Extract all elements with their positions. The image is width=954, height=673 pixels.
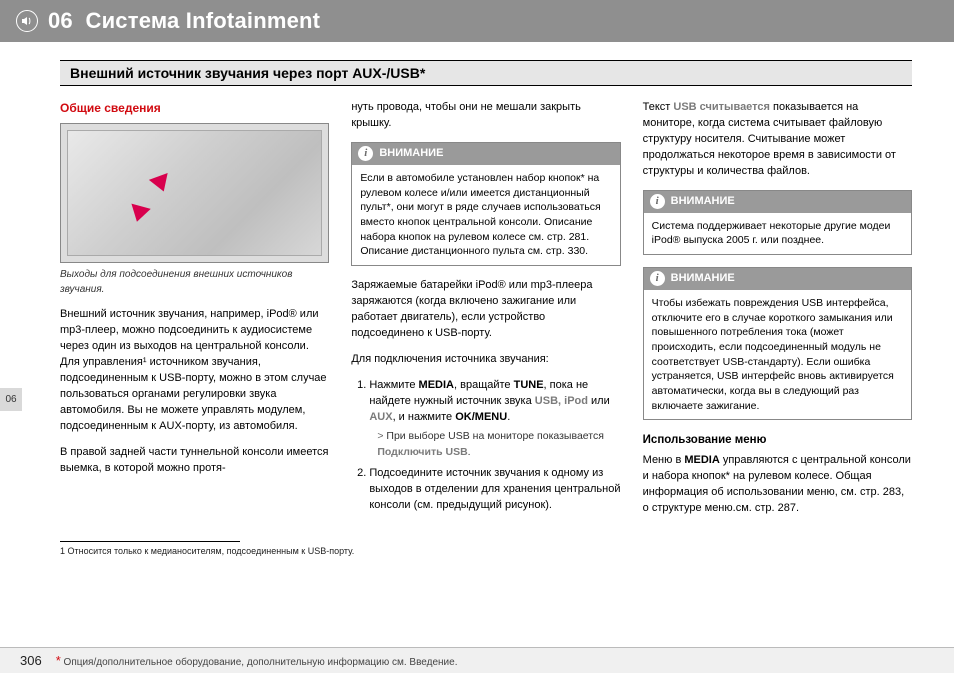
figure-caption: Выходы для подсоединения внешних источни… [60, 268, 329, 297]
info-icon: i [650, 194, 665, 209]
column-3: Текст USB считывается показывается на мо… [643, 100, 912, 527]
notice-box: i ВНИМАНИЕ Если в автомобиле установлен … [351, 142, 620, 266]
chapter-title: 06 Система Infotainment [48, 8, 320, 34]
page-footer: 306 * Опция/дополнительное оборудование,… [0, 647, 954, 673]
paragraph: Меню в MEDIA управляются с центральной к… [643, 453, 912, 517]
notice-box: i ВНИМАНИЕ Чтобы избежать повреждения US… [643, 267, 912, 420]
page-header: 06 Система Infotainment [0, 0, 954, 42]
list-item: Нажмите MEDIA, вращайте TUNE, пока не на… [369, 378, 620, 460]
notice-box: i ВНИМАНИЕ Система поддерживает некоторы… [643, 190, 912, 255]
content-area: Внешний источник звучания через порт AUX… [0, 42, 954, 556]
steps-list: Нажмите MEDIA, вращайте TUNE, пока не на… [351, 378, 620, 514]
notice-head: i ВНИМАНИЕ [352, 143, 619, 165]
column-1: Общие сведения Выходы для подсоединения … [60, 100, 329, 527]
paragraph: нуть провода, чтобы они не мешали закрыт… [351, 100, 620, 132]
notice-title: ВНИМАНИЕ [671, 194, 735, 210]
section-heading: Общие сведения [60, 100, 329, 117]
notice-body: Чтобы избежать повреждения USB интерфейс… [644, 290, 911, 420]
notice-title: ВНИМАНИЕ [379, 146, 443, 162]
sub-bullet: При выборе USB на мониторе показывается … [377, 429, 620, 459]
list-item: Подсоедините источник звучания к одному … [369, 466, 620, 514]
side-tab: 06 [0, 388, 22, 411]
notice-body: Система поддерживает некоторые другие мо… [644, 213, 911, 254]
notice-title: ВНИМАНИЕ [671, 271, 735, 287]
notice-body: Если в автомобиле установлен набор кнопо… [352, 165, 619, 265]
notice-head: i ВНИМАНИЕ [644, 268, 911, 290]
columns: Общие сведения Выходы для подсоединения … [60, 100, 912, 527]
page-number: 306 [20, 653, 42, 668]
footnote-rule [60, 541, 240, 542]
figure [60, 123, 329, 263]
subtitle-bar: Внешний источник звучания через порт AUX… [60, 60, 912, 86]
column-2: нуть провода, чтобы они не мешали закрыт… [351, 100, 620, 527]
paragraph: В правой задней части туннельной консоли… [60, 445, 329, 477]
info-icon: i [358, 146, 373, 161]
star-icon: * [56, 653, 61, 668]
footer-note: * Опция/дополнительное оборудование, доп… [56, 653, 458, 668]
info-icon: i [650, 271, 665, 286]
notice-head: i ВНИМАНИЕ [644, 191, 911, 213]
footnote: 1 Относится только к медианосителям, под… [60, 546, 912, 556]
speaker-icon [16, 10, 38, 32]
paragraph: Внешний источник звучания, например, iPo… [60, 307, 329, 435]
paragraph: Для подключения источника звучания: [351, 352, 620, 368]
subsection-heading: Использование меню [643, 432, 912, 449]
paragraph: Заряжаемые батарейки iPod® или mp3-плеер… [351, 278, 620, 342]
paragraph: Текст USB считывается показывается на мо… [643, 100, 912, 180]
